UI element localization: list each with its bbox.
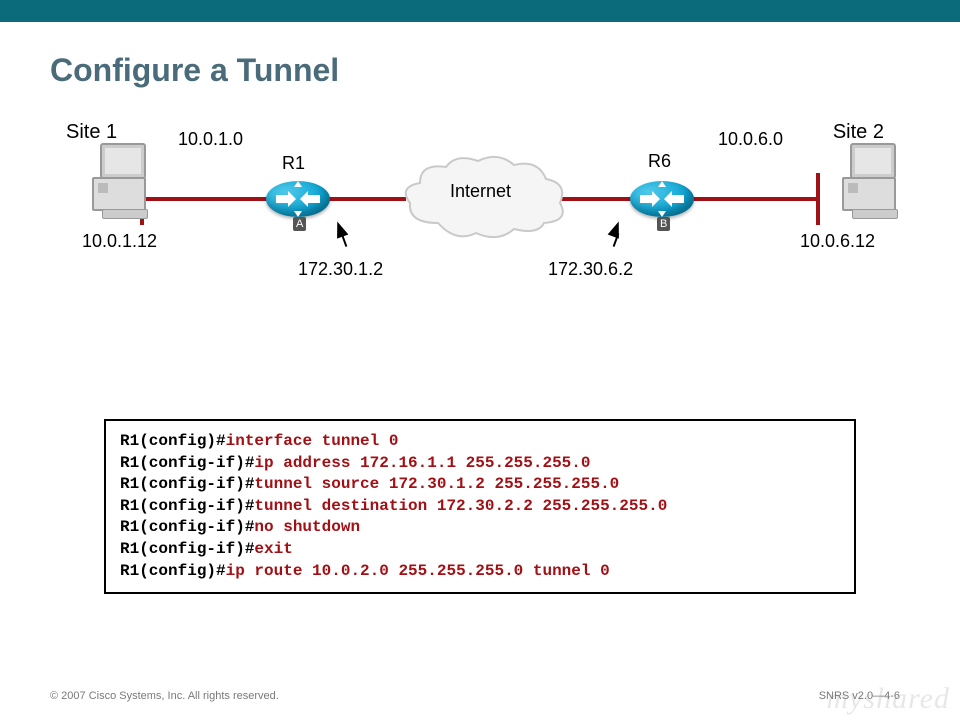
prompt: R1(config-if)# (120, 540, 254, 558)
internet-label: Internet (450, 181, 511, 202)
command: ip route 10.0.2.0 255.255.255.0 tunnel 0 (226, 562, 610, 580)
prompt: R1(config-if)# (120, 475, 254, 493)
code-line: R1(config-if)#ip address 172.16.1.1 255.… (120, 453, 840, 475)
code-line: R1(config)#ip route 10.0.2.0 255.255.255… (120, 561, 840, 583)
router-r6 (630, 181, 694, 217)
code-line: R1(config-if)#no shutdown (120, 517, 840, 539)
command: tunnel source 172.30.1.2 255.255.255.0 (254, 475, 619, 493)
prompt: R1(config)# (120, 432, 226, 450)
r6-label: R6 (648, 151, 671, 172)
net-right-label: 10.0.6.0 (718, 129, 783, 150)
host-left-label: 10.0.1.12 (82, 231, 157, 252)
code-line: R1(config-if)#exit (120, 539, 840, 561)
code-line: R1(config-if)#tunnel source 172.30.1.2 2… (120, 474, 840, 496)
command: exit (254, 540, 292, 558)
host-right-label: 10.0.6.12 (800, 231, 875, 252)
command: ip address 172.16.1.1 255.255.255.0 (254, 454, 590, 472)
code-line: R1(config)#interface tunnel 0 (120, 431, 840, 453)
command: interface tunnel 0 (226, 432, 399, 450)
slide-content: Configure a Tunnel A B (0, 22, 960, 594)
link-cloud-r6 (560, 197, 640, 201)
command: no shutdown (254, 518, 360, 536)
top-bar (0, 0, 960, 22)
command: tunnel destination 172.30.2.2 255.255.25… (254, 497, 667, 515)
prompt: R1(config-if)# (120, 497, 254, 515)
prompt: R1(config-if)# (120, 518, 254, 536)
router-r1 (266, 181, 330, 217)
arrow-r1 (332, 219, 349, 238)
site2-label: Site 2 (833, 121, 884, 144)
watermark: myshared (816, 678, 960, 720)
router-r1-tag: A (293, 217, 306, 231)
r1-ip-label: 172.30.1.2 (298, 259, 383, 280)
link-pc1-r1 (140, 197, 270, 201)
workstation-site2 (836, 143, 906, 213)
bar-right (816, 173, 820, 225)
site1-label: Site 1 (66, 121, 117, 144)
r1-label: R1 (282, 153, 305, 174)
r6-ip-label: 172.30.6.2 (548, 259, 633, 280)
config-code-box: R1(config)#interface tunnel 0 R1(config-… (104, 419, 856, 594)
prompt: R1(config-if)# (120, 454, 254, 472)
network-diagram: A B Site 1 Site 2 10.0.1.0 10.0.6.0 R1 R… (50, 129, 910, 329)
code-line: R1(config-if)#tunnel destination 172.30.… (120, 496, 840, 518)
net-left-label: 10.0.1.0 (178, 129, 243, 150)
prompt: R1(config)# (120, 562, 226, 580)
router-r6-tag: B (657, 217, 670, 231)
slide-title: Configure a Tunnel (50, 52, 910, 89)
workstation-site1 (86, 143, 156, 213)
link-r6-pc2 (690, 197, 820, 201)
copyright-text: © 2007 Cisco Systems, Inc. All rights re… (50, 690, 279, 702)
link-r1-cloud (326, 197, 406, 201)
